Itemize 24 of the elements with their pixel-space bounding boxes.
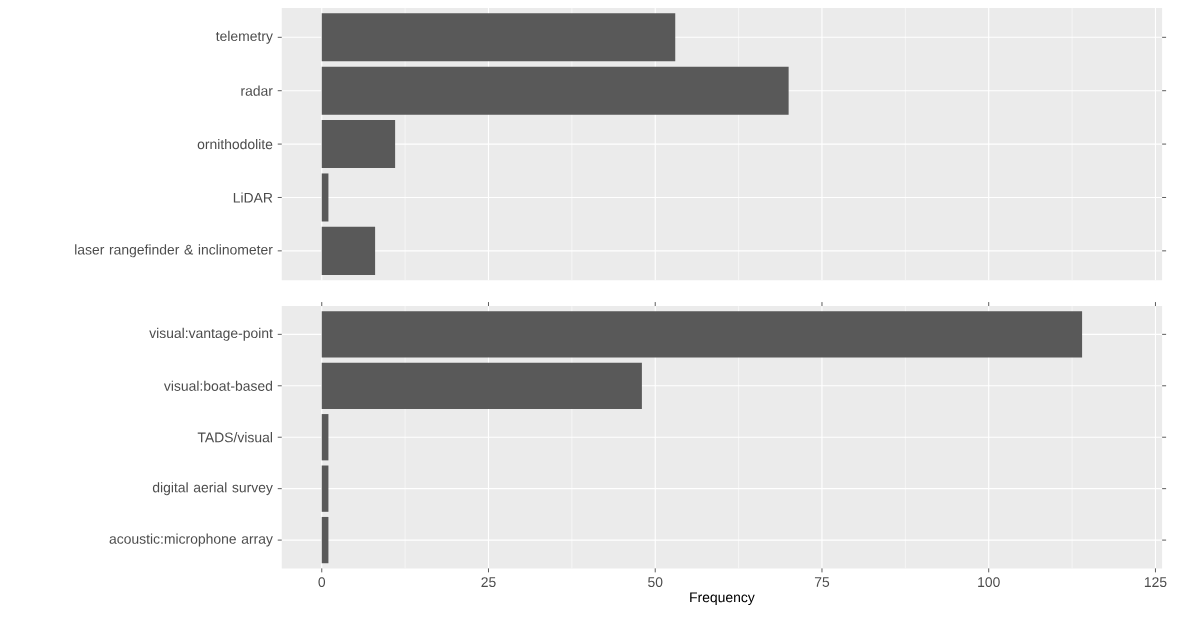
- y-tick-label: acoustic:microphone array: [109, 533, 273, 547]
- x-tick-label: 75: [814, 577, 830, 587]
- bar: [321, 311, 1083, 358]
- x-tick-label: 100: [978, 577, 1000, 588]
- x-tick-label: 0: [318, 577, 326, 588]
- y-tick-label: ornithodolite: [197, 139, 273, 150]
- y-tick-label: laser rangefinder & inclinometer: [75, 244, 273, 258]
- bar: [321, 226, 376, 275]
- bar: [321, 66, 789, 115]
- bar: [321, 362, 642, 409]
- y-tick-label: visual:vantage-point: [149, 327, 273, 341]
- y-tick-label: LiDAR: [233, 192, 273, 203]
- bar: [321, 13, 676, 62]
- bar: [321, 120, 396, 169]
- x-tick-label: 50: [648, 577, 663, 588]
- y-tick-label: visual:boat-based: [163, 380, 273, 391]
- y-tick-label: radar: [241, 85, 273, 96]
- y-tick-label: digital aerial survey: [152, 482, 273, 496]
- x-axis-title: Frequency: [690, 592, 755, 606]
- y-tick-label: TADS/visual: [197, 432, 272, 443]
- x-tick-label: 125: [1144, 577, 1167, 588]
- bar: [321, 173, 329, 222]
- y-tick-label: telemetry: [215, 30, 273, 44]
- x-tick-label: 25: [481, 577, 496, 588]
